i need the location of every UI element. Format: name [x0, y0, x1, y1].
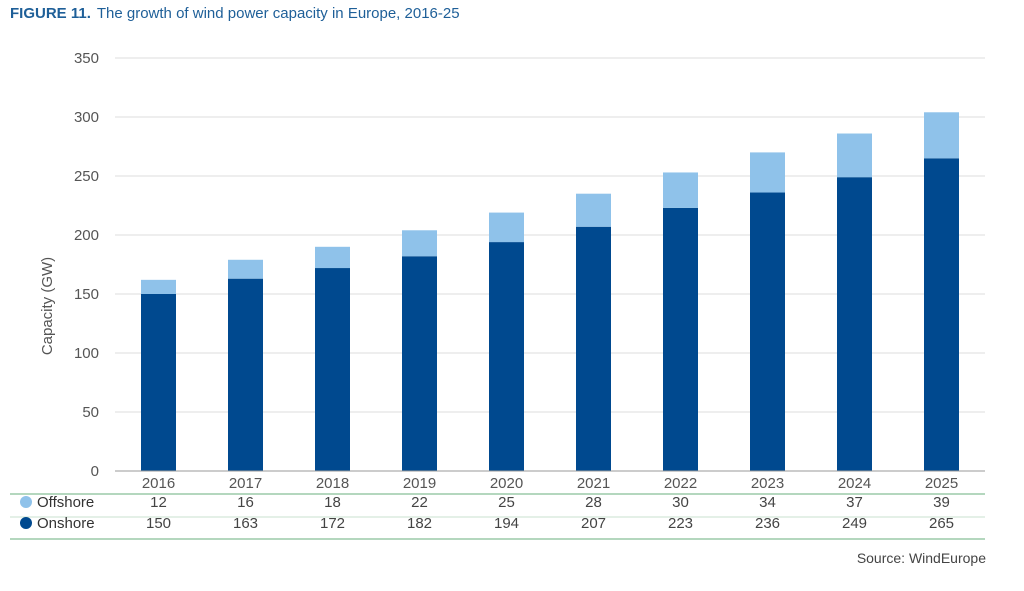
x-tick-label: 2025	[925, 475, 958, 492]
y-axis-ticks: 0 50 100 150 200 250 300 350	[74, 50, 99, 480]
bar-onshore-2017	[228, 278, 263, 471]
data-label-onshore: 150	[146, 515, 171, 532]
data-label-onshore: 223	[668, 515, 693, 532]
y-tick-label: 200	[74, 227, 99, 244]
y-tick-label: 250	[74, 168, 99, 185]
data-label-onshore: 163	[233, 515, 258, 532]
y-tick-label: 350	[74, 50, 99, 67]
x-tick-label: 2021	[577, 475, 610, 492]
source-note: Source: WindEurope	[856, 550, 986, 566]
bar-onshore-2023	[750, 192, 785, 471]
x-axis-ticks: 2016 2017 2018 2019 2020 2021 2022 2023 2024 2025	[142, 475, 958, 492]
data-label-onshore: 182	[407, 515, 432, 532]
legend-label-onshore: Onshore	[37, 515, 95, 532]
figure-title-text: The growth of wind power capacity in Eur…	[96, 5, 460, 22]
bar-onshore-2021	[576, 226, 611, 471]
x-tick-label: 2023	[751, 475, 784, 492]
bar-offshore-2022	[663, 172, 698, 208]
bar-offshore-2021	[576, 193, 611, 227]
bar-offshore-2017	[228, 259, 263, 279]
x-tick-label: 2024	[838, 475, 871, 492]
bar-onshore-2020	[489, 242, 524, 471]
bar-offshore-2019	[402, 230, 437, 257]
y-tick-label: 150	[74, 286, 99, 303]
data-label-onshore: 265	[929, 515, 954, 532]
bar-onshore-2022	[663, 207, 698, 472]
x-tick-label: 2019	[403, 475, 436, 492]
x-tick-label: 2020	[490, 475, 523, 492]
bar-onshore-2016	[141, 294, 176, 471]
data-label-offshore: 28	[585, 494, 602, 511]
bar-offshore-2024	[837, 133, 872, 178]
data-label-offshore: 39	[933, 494, 950, 511]
figure-number: FIGURE 11.	[10, 5, 91, 22]
x-tick-label: 2016	[142, 475, 175, 492]
y-axis-label: Capacity (GW)	[39, 257, 56, 355]
bar-offshore-2025	[924, 112, 959, 159]
legend-label-offshore: Offshore	[37, 494, 94, 511]
bar-onshore-2024	[837, 177, 872, 471]
y-tick-label: 0	[91, 463, 99, 480]
data-label-offshore: 18	[324, 494, 341, 511]
data-label-offshore: 22	[411, 494, 428, 511]
bars	[141, 112, 959, 472]
x-tick-label: 2022	[664, 475, 697, 492]
data-label-onshore: 172	[320, 515, 345, 532]
legend-marker-offshore	[20, 496, 32, 508]
bar-onshore-2025	[924, 158, 959, 472]
figure-title: FIGURE 11. The growth of wind power capac…	[10, 5, 460, 22]
y-tick-label: 100	[74, 345, 99, 362]
data-label-onshore: 207	[581, 515, 606, 532]
data-label-offshore: 16	[237, 494, 254, 511]
bar-onshore-2018	[315, 268, 350, 471]
bar-offshore-2016	[141, 279, 176, 294]
y-tick-label: 50	[82, 404, 99, 421]
legend-marker-onshore	[20, 517, 32, 529]
y-tick-label: 300	[74, 109, 99, 126]
bar-offshore-2018	[315, 246, 350, 269]
bar-onshore-2019	[402, 256, 437, 471]
bar-offshore-2023	[750, 152, 785, 193]
data-label-offshore: 30	[672, 494, 689, 511]
x-tick-label: 2018	[316, 475, 349, 492]
data-label-onshore: 249	[842, 515, 867, 532]
data-label-offshore: 34	[759, 494, 776, 511]
data-label-offshore: 12	[150, 494, 167, 511]
bar-offshore-2020	[489, 212, 524, 243]
data-table: Offshore 12 16 18 22 25 28 30 34 37 39 Onshore 150 16…	[10, 493, 985, 540]
x-tick-label: 2017	[229, 475, 262, 492]
data-label-offshore: 25	[498, 494, 515, 511]
data-label-offshore: 37	[846, 494, 863, 511]
data-label-onshore: 236	[755, 515, 780, 532]
data-label-onshore: 194	[494, 515, 519, 532]
